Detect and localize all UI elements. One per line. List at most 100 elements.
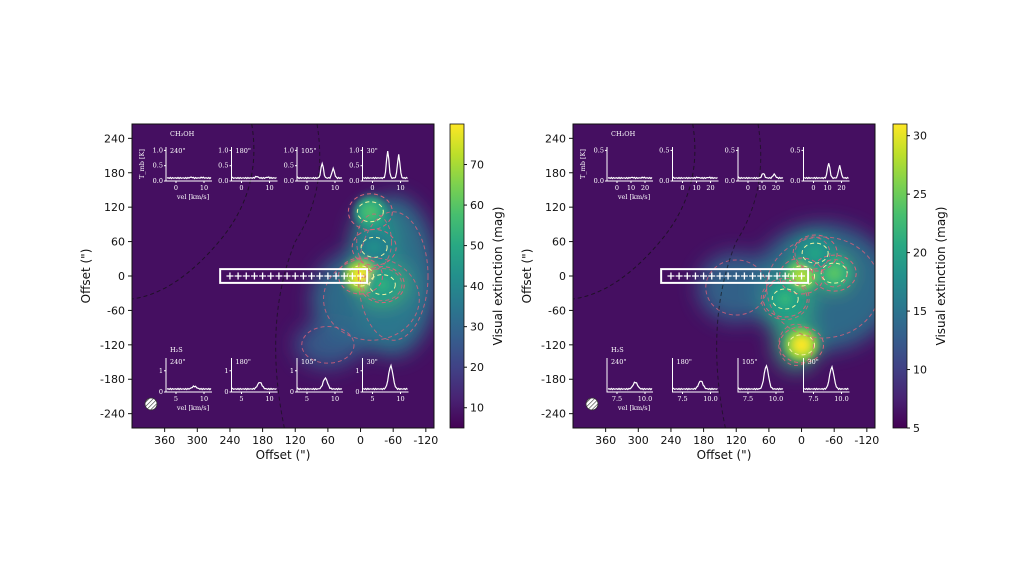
contour-line — [771, 288, 799, 310]
x-tick-label: 360 — [154, 434, 175, 447]
spectrum-xtick-label: 7.5 — [743, 395, 753, 403]
spectrum-xtick-label: 10.0 — [703, 395, 717, 403]
spectrum-line — [362, 363, 408, 391]
spectrum-ytick-label: 0 — [159, 388, 163, 396]
x-tick-label: -60 — [384, 434, 402, 447]
spectrum-line — [607, 176, 653, 180]
spectrum-ytick-label: 0.0 — [218, 177, 228, 185]
cut-point-225 — [234, 272, 242, 280]
colorbar-tick-label: 60 — [470, 199, 484, 212]
y-tick-label: -120 — [541, 339, 566, 352]
heatmap-field — [132, 124, 434, 428]
x-tick-label: 240 — [660, 434, 681, 447]
spectrum-xtick-label: 0 — [615, 184, 619, 192]
cut-point-120 — [291, 272, 299, 280]
contour-line — [132, 124, 255, 300]
contour-line — [801, 242, 829, 264]
y-tick-label: 120 — [545, 201, 566, 214]
spectrum-xlabel: vel [km/s] — [176, 404, 209, 412]
colorbar-gradient — [892, 123, 908, 429]
x-tick-label: -60 — [825, 434, 843, 447]
cut-point-75 — [757, 272, 765, 280]
contour-line — [762, 280, 808, 318]
spectrum-xtick-label: 0 — [746, 184, 750, 192]
spectrum-xtick-label: 5 — [239, 395, 243, 403]
colorbar-tick-label: 20 — [913, 247, 927, 260]
contour-line — [356, 213, 393, 270]
contour-line — [788, 334, 816, 356]
cut-point-90 — [308, 272, 316, 280]
spectrum-4: 0.0 0.5 0 10 20 — [790, 146, 850, 192]
spectrum-xtick-label: 5 — [305, 395, 309, 403]
y-tick-label: 120 — [104, 201, 125, 214]
spectrum-2: 0.0 0.5 0 10 20 — [659, 146, 719, 192]
spectrum-ytick-label: 1 — [224, 367, 228, 375]
contour-line — [778, 323, 815, 366]
cut-point-30 — [340, 272, 348, 280]
y-tick-label: 240 — [104, 132, 125, 145]
y-tick-label: -240 — [541, 408, 566, 421]
cut-point-135 — [283, 272, 291, 280]
spectra-molecule-label: CH₃OH — [170, 130, 195, 138]
spectra-molecule-label: CH₃OH — [611, 130, 636, 138]
spectrum-xlabel: vel [km/s] — [617, 193, 650, 201]
peak-core — [362, 203, 379, 220]
spectrum-xtick-label: 10 — [692, 184, 700, 192]
spectrum-line — [231, 175, 277, 180]
x-tick-label: 0 — [798, 434, 805, 447]
spectrum-xtick-label: 10 — [627, 184, 635, 192]
peak-core — [826, 265, 843, 282]
contour-line — [347, 193, 393, 231]
spectrum-2: 7.5 10.0 180" — [672, 358, 719, 403]
spectrum-line — [166, 176, 212, 180]
contour-line — [356, 201, 384, 223]
spectrum-ytick-label: 0 — [224, 388, 228, 396]
contour-line — [792, 234, 838, 272]
spectrum-xtick-label: 10 — [265, 184, 273, 192]
y-tick-label: -60 — [548, 304, 566, 317]
spectrum-xtick-label: 10 — [758, 184, 766, 192]
cut-point-150 — [275, 272, 283, 280]
spectrum-ytick-label: 1.0 — [153, 146, 163, 154]
spectrum-ytick-label: 0.5 — [659, 146, 669, 154]
spectrum-xtick-label: 20 — [706, 184, 714, 192]
y-axis-label: Offset (") — [520, 249, 534, 304]
spectrum-xlabel: vel [km/s] — [617, 404, 650, 412]
spectrum-xtick-label: 0 — [370, 184, 374, 192]
spectrum-ytick-label: 1.0 — [349, 146, 359, 154]
x-tick-label: 180 — [252, 434, 273, 447]
cut-point-165 — [708, 272, 716, 280]
spectrum-xtick-label: 0 — [305, 184, 309, 192]
spectrum-offset-label: 240" — [170, 358, 185, 366]
spectrum-line — [297, 161, 343, 180]
x-tick-label: 300 — [628, 434, 649, 447]
cut-point-210 — [242, 272, 250, 280]
spectrum-4: 0.0 0.5 1.0 0 10 30" — [349, 146, 409, 192]
spectrum-xlabel: vel [km/s] — [176, 193, 209, 201]
spectrum-xtick-label: 10.0 — [769, 395, 783, 403]
spectrum-2: 0.0 0.5 1.0 0 10 180" — [218, 146, 278, 192]
spectrum-xtick-label: 10 — [200, 395, 208, 403]
spectrum-ytick-label: 0.0 — [349, 177, 359, 185]
y-tick-label: 180 — [545, 167, 566, 180]
spectrum-line — [166, 385, 212, 391]
spectrum-3: 0.0 0.5 1.0 0 10 105" — [284, 146, 343, 192]
spectrum-axes — [606, 358, 653, 393]
x-tick-label: 0 — [357, 434, 364, 447]
cut-point-240 — [226, 272, 234, 280]
cut-point-240 — [667, 272, 675, 280]
x-tick-label: 240 — [219, 434, 240, 447]
spectrum-3: 0.0 0.5 0 10 20 — [725, 146, 784, 192]
cut-point-105 — [299, 272, 307, 280]
spectrum-xtick-label: 10 — [823, 184, 831, 192]
spectra-ylabel: T_mb [K] — [579, 149, 587, 179]
cut-point-165 — [267, 272, 275, 280]
spectrum-line — [672, 380, 718, 391]
spectrum-offset-label: 30" — [808, 358, 819, 366]
spectrum-offset-label: 105" — [301, 358, 316, 366]
peak-core — [777, 290, 794, 307]
